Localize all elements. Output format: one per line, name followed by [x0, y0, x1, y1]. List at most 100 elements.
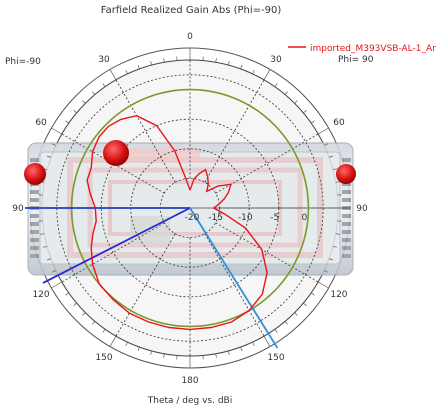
angle-tick	[82, 312, 86, 316]
chart-title: Farfield Realized Gain Abs (Phi=-90)	[101, 5, 282, 16]
gain-trace	[86, 114, 268, 331]
angle-tick	[240, 65, 243, 70]
angle-tick	[274, 83, 278, 87]
angle-tick	[47, 258, 52, 261]
angle-tick	[263, 335, 271, 347]
angle-tick	[335, 233, 340, 235]
angle-tick	[163, 58, 165, 63]
angle-tick	[332, 168, 337, 171]
device-tooth	[30, 190, 39, 194]
beam-lines	[25, 207, 279, 349]
device-tooth	[30, 230, 39, 234]
angle-tick	[294, 100, 298, 104]
device-tooth	[30, 254, 39, 258]
angle-tick	[102, 329, 106, 333]
marker-left	[24, 163, 46, 185]
angle-tick	[332, 245, 337, 248]
angle-tick	[51, 127, 63, 135]
angle-tick	[92, 321, 96, 325]
legend: imported_M393VSB-AL-1_Ant0... Phi= 90	[288, 44, 436, 65]
device-tooth	[30, 222, 39, 226]
device-tooth	[342, 254, 351, 258]
angle-tick	[125, 341, 128, 346]
angle-tick	[73, 110, 77, 114]
device-tooth	[30, 214, 39, 218]
angle-tick	[323, 143, 328, 146]
angle-tick	[163, 353, 165, 358]
angle-tick	[52, 143, 57, 146]
angle-tick	[102, 83, 106, 87]
angle-tick	[125, 70, 128, 75]
angle-tick-label: 90	[12, 204, 24, 214]
angle-tick	[263, 69, 271, 81]
x-axis-label: Theta / deg vs. dBi	[147, 396, 233, 406]
angle-tick-label: 120	[32, 290, 49, 300]
angle-tick	[43, 245, 48, 248]
angle-tick	[317, 127, 329, 135]
device-tooth	[30, 198, 39, 202]
angle-tick	[240, 346, 243, 351]
angle-tick	[137, 65, 140, 70]
angle-tick	[252, 341, 255, 346]
angle-tick-label: 90	[356, 204, 368, 214]
radial-tick-label: -10	[238, 213, 253, 223]
angle-tick	[52, 270, 57, 273]
angle-tick-label: 150	[95, 353, 112, 363]
angle-tick-label: 150	[267, 353, 284, 363]
angle-tick	[323, 270, 328, 273]
corner-label-left: Phi=-90	[5, 57, 41, 67]
angle-tick-label: 60	[333, 118, 345, 128]
angle-tick	[65, 120, 69, 124]
angle-tick-label: 180	[181, 376, 198, 386]
angle-tick	[51, 281, 63, 289]
angle-tick	[335, 181, 340, 183]
angle-tick	[82, 100, 86, 104]
angle-tick	[294, 312, 298, 316]
angle-tick	[109, 69, 117, 81]
angle-tick	[137, 346, 140, 351]
device-tooth	[342, 182, 351, 186]
corner-label-right: Phi= 90	[338, 55, 374, 65]
angle-tick	[284, 321, 288, 325]
radial-tick-label: 0	[302, 213, 308, 223]
angle-tick-label: 120	[330, 290, 347, 300]
legend-entry: imported_M393VSB-AL-1_Ant0...	[310, 44, 436, 54]
angle-tick	[227, 350, 230, 355]
angle-tick	[92, 91, 96, 95]
angle-tick	[328, 155, 333, 158]
angle-tick	[311, 292, 315, 296]
device-tooth	[342, 230, 351, 234]
angle-tick	[311, 120, 315, 124]
radial-tick-label: -5	[270, 213, 279, 223]
angle-tick	[40, 233, 45, 235]
angle-tick	[317, 281, 329, 289]
angle-tick-labels: 0 30 60 90 120 150 180 150 120 90 60 30	[12, 32, 368, 386]
radial-tick-label: -20	[185, 213, 200, 223]
angle-tick-label: 30	[270, 55, 282, 65]
angle-tick	[73, 302, 77, 306]
device-tooth	[342, 198, 351, 202]
marker-top	[103, 140, 129, 166]
angle-tick	[328, 258, 333, 261]
beam-line	[189, 207, 279, 349]
device-tooth	[30, 158, 39, 162]
angle-tick	[284, 91, 288, 95]
device-tooth	[30, 238, 39, 242]
angle-tick	[150, 350, 153, 355]
angle-tick	[215, 58, 217, 63]
angle-tick	[274, 329, 278, 333]
angle-tick	[47, 155, 52, 158]
device-tooth	[342, 214, 351, 218]
device-tooth	[342, 190, 351, 194]
angle-tick	[303, 110, 307, 114]
angle-tick-label: 0	[187, 32, 193, 42]
device-tooth	[30, 246, 39, 250]
angle-tick	[252, 70, 255, 75]
angle-tick	[227, 61, 230, 66]
radial-tick-labels: -20 -15 -10 -5 0	[185, 213, 308, 223]
angle-tick	[215, 353, 217, 358]
radial-tick-label: -15	[208, 213, 223, 223]
angle-tick	[109, 335, 117, 347]
angle-tick-label: 60	[35, 118, 47, 128]
